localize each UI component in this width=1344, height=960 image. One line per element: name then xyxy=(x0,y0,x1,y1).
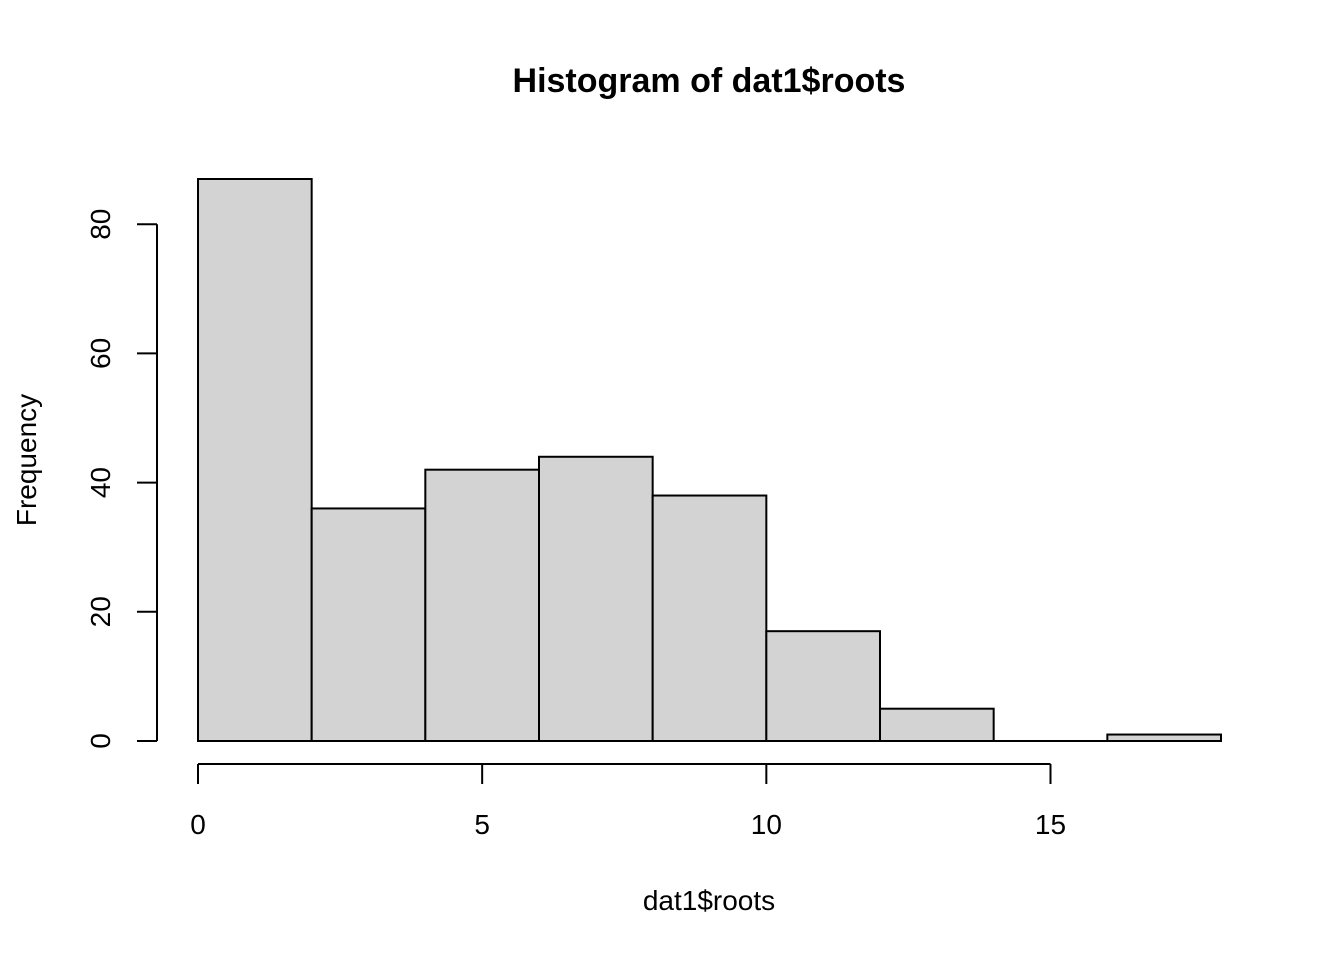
x-tick-label-2: 10 xyxy=(751,809,782,840)
y-tick-label-0: 0 xyxy=(85,733,116,749)
x-tick-label-0: 0 xyxy=(190,809,206,840)
y-tick-label-4: 80 xyxy=(85,209,116,240)
histogram-bar-5 xyxy=(765,630,881,742)
x-tick-label-3: 15 xyxy=(1035,809,1066,840)
histogram-bar-3 xyxy=(538,455,654,742)
histogram-bar-8 xyxy=(1106,733,1223,742)
y-tick-label-3: 60 xyxy=(85,338,116,369)
x-axis: 0 5 10 15 xyxy=(190,763,1066,840)
histogram-bar-6 xyxy=(879,707,995,743)
y-axis: 0 20 40 60 80 xyxy=(85,209,158,749)
chart-title: Histogram of dat1$roots xyxy=(513,62,906,100)
bars-group xyxy=(197,178,1223,743)
histogram-bar-4 xyxy=(651,494,768,743)
histogram-bar-1 xyxy=(310,507,427,742)
y-axis-label: Frequency xyxy=(11,394,42,526)
y-tick-label-2: 40 xyxy=(85,467,116,498)
histogram-bar-0 xyxy=(197,178,313,742)
x-axis-label: dat1$roots xyxy=(643,885,775,916)
x-tick-label-1: 5 xyxy=(474,809,490,840)
y-tick-label-1: 20 xyxy=(85,596,116,627)
histogram-bar-2 xyxy=(424,468,541,742)
